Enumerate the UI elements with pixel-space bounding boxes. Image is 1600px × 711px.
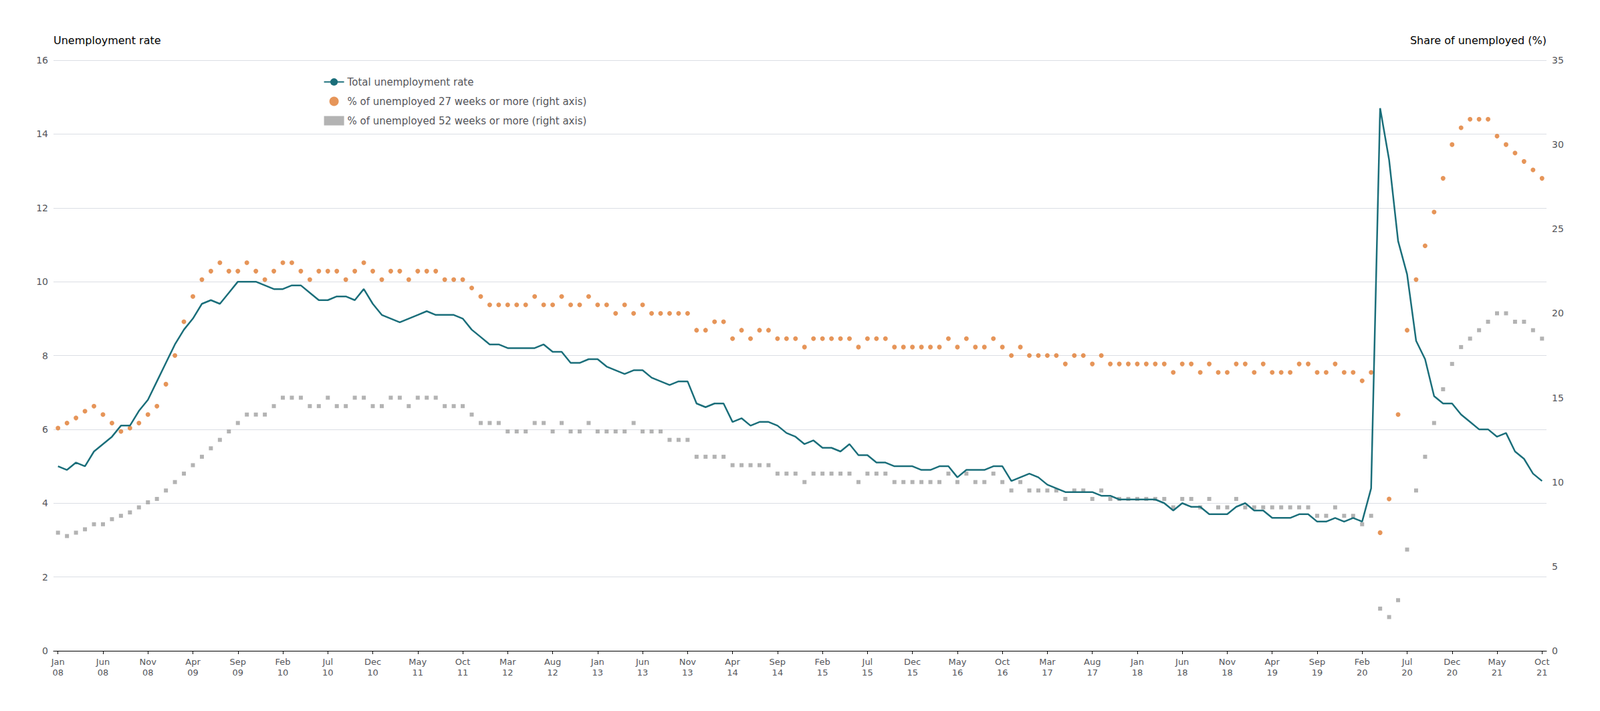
svg-text:Apr: Apr [185,656,201,667]
svg-text:Apr: Apr [724,656,741,667]
svg-text:14: 14 [726,667,739,678]
svg-text:Aug: Aug [544,656,561,667]
svg-text:15: 15 [817,667,829,678]
svg-text:Oct: Oct [1534,656,1550,667]
svg-text:10: 10 [277,667,289,678]
svg-text:Oct: Oct [455,656,471,667]
svg-text:08: 08 [52,667,64,678]
svg-text:11: 11 [412,667,424,678]
svg-text:20: 20 [1446,667,1458,678]
svg-text:Feb: Feb [815,656,831,667]
svg-text:May: May [1488,656,1507,667]
svg-text:6: 6 [42,423,49,435]
svg-text:% of unemployed 27 weeks or mo: % of unemployed 27 weeks or more (right … [347,95,588,108]
svg-text:2: 2 [42,571,49,583]
svg-text:20: 20 [1551,307,1564,319]
svg-text:20: 20 [1401,667,1413,678]
svg-text:17: 17 [1086,667,1098,678]
svg-text:8: 8 [42,350,49,362]
svg-text:Jun: Jun [1174,656,1189,667]
svg-text:09: 09 [187,667,199,678]
svg-text:Sep: Sep [230,656,247,667]
svg-text:May: May [948,656,967,667]
svg-text:Mar: Mar [1039,656,1056,667]
svg-text:10: 10 [1551,476,1564,488]
svg-text:Unemployment rate: Unemployment rate [53,34,162,47]
svg-text:15: 15 [906,667,919,678]
svg-text:16: 16 [36,54,49,66]
svg-text:09: 09 [232,667,244,678]
svg-text:Dec: Dec [1443,656,1461,667]
svg-text:08: 08 [142,667,154,678]
svg-text:15: 15 [1551,392,1564,404]
svg-text:Jul: Jul [321,656,333,667]
svg-text:Nov: Nov [1218,656,1237,667]
svg-text:Jul: Jul [1401,656,1413,667]
svg-text:Aug: Aug [1083,656,1101,667]
svg-text:Jan: Jan [590,656,605,667]
svg-text:10: 10 [367,667,379,678]
svg-text:4: 4 [42,497,49,509]
svg-text:Jan: Jan [1129,656,1145,667]
svg-text:19: 19 [1266,667,1278,678]
svg-text:Jun: Jun [95,656,110,667]
svg-text:17: 17 [1041,667,1054,678]
svg-text:30: 30 [1551,139,1564,150]
svg-text:Total unemployment rate: Total unemployment rate [347,76,475,89]
svg-text:5: 5 [1551,560,1558,572]
svg-text:Apr: Apr [1264,656,1280,667]
svg-text:14: 14 [772,667,784,678]
svg-text:13: 13 [592,667,604,678]
svg-text:35: 35 [1551,54,1564,66]
svg-text:12: 12 [546,667,559,678]
svg-text:13: 13 [681,667,694,678]
svg-text:Feb: Feb [1354,656,1370,667]
svg-text:Share of unemployed (%): Share of unemployed (%) [1410,34,1547,47]
svg-text:Dec: Dec [364,656,382,667]
svg-text:May: May [408,656,427,667]
svg-text:0: 0 [1551,645,1558,656]
svg-text:Dec: Dec [903,656,921,667]
svg-text:21: 21 [1491,667,1504,678]
svg-text:18: 18 [1131,667,1144,678]
svg-text:13: 13 [637,667,649,678]
svg-text:Mar: Mar [499,656,517,667]
svg-text:12: 12 [36,202,49,214]
svg-text:14: 14 [36,128,49,140]
svg-text:25: 25 [1551,223,1564,235]
svg-text:19: 19 [1311,667,1324,678]
svg-text:20: 20 [1356,667,1368,678]
svg-text:Jun: Jun [635,656,650,667]
svg-text:Nov: Nov [679,656,697,667]
svg-text:Nov: Nov [139,656,158,667]
svg-text:18: 18 [1176,667,1189,678]
svg-text:11: 11 [457,667,469,678]
svg-text:21: 21 [1536,667,1548,678]
svg-text:Feb: Feb [275,656,291,667]
svg-text:% of unemployed 52 weeks or mo: % of unemployed 52 weeks or more (right … [347,115,588,128]
svg-text:15: 15 [861,667,874,678]
svg-text:16: 16 [996,667,1009,678]
svg-text:Sep: Sep [769,656,787,667]
svg-text:12: 12 [502,667,514,678]
svg-text:16: 16 [952,667,964,678]
svg-text:Oct: Oct [994,656,1010,667]
svg-text:08: 08 [97,667,109,678]
svg-text:Sep: Sep [1309,656,1326,667]
svg-text:18: 18 [1221,667,1233,678]
svg-text:10: 10 [36,276,49,287]
svg-text:Jul: Jul [861,656,874,667]
svg-text:0: 0 [42,645,49,656]
svg-text:Jan: Jan [50,656,65,667]
svg-text:10: 10 [322,667,334,678]
